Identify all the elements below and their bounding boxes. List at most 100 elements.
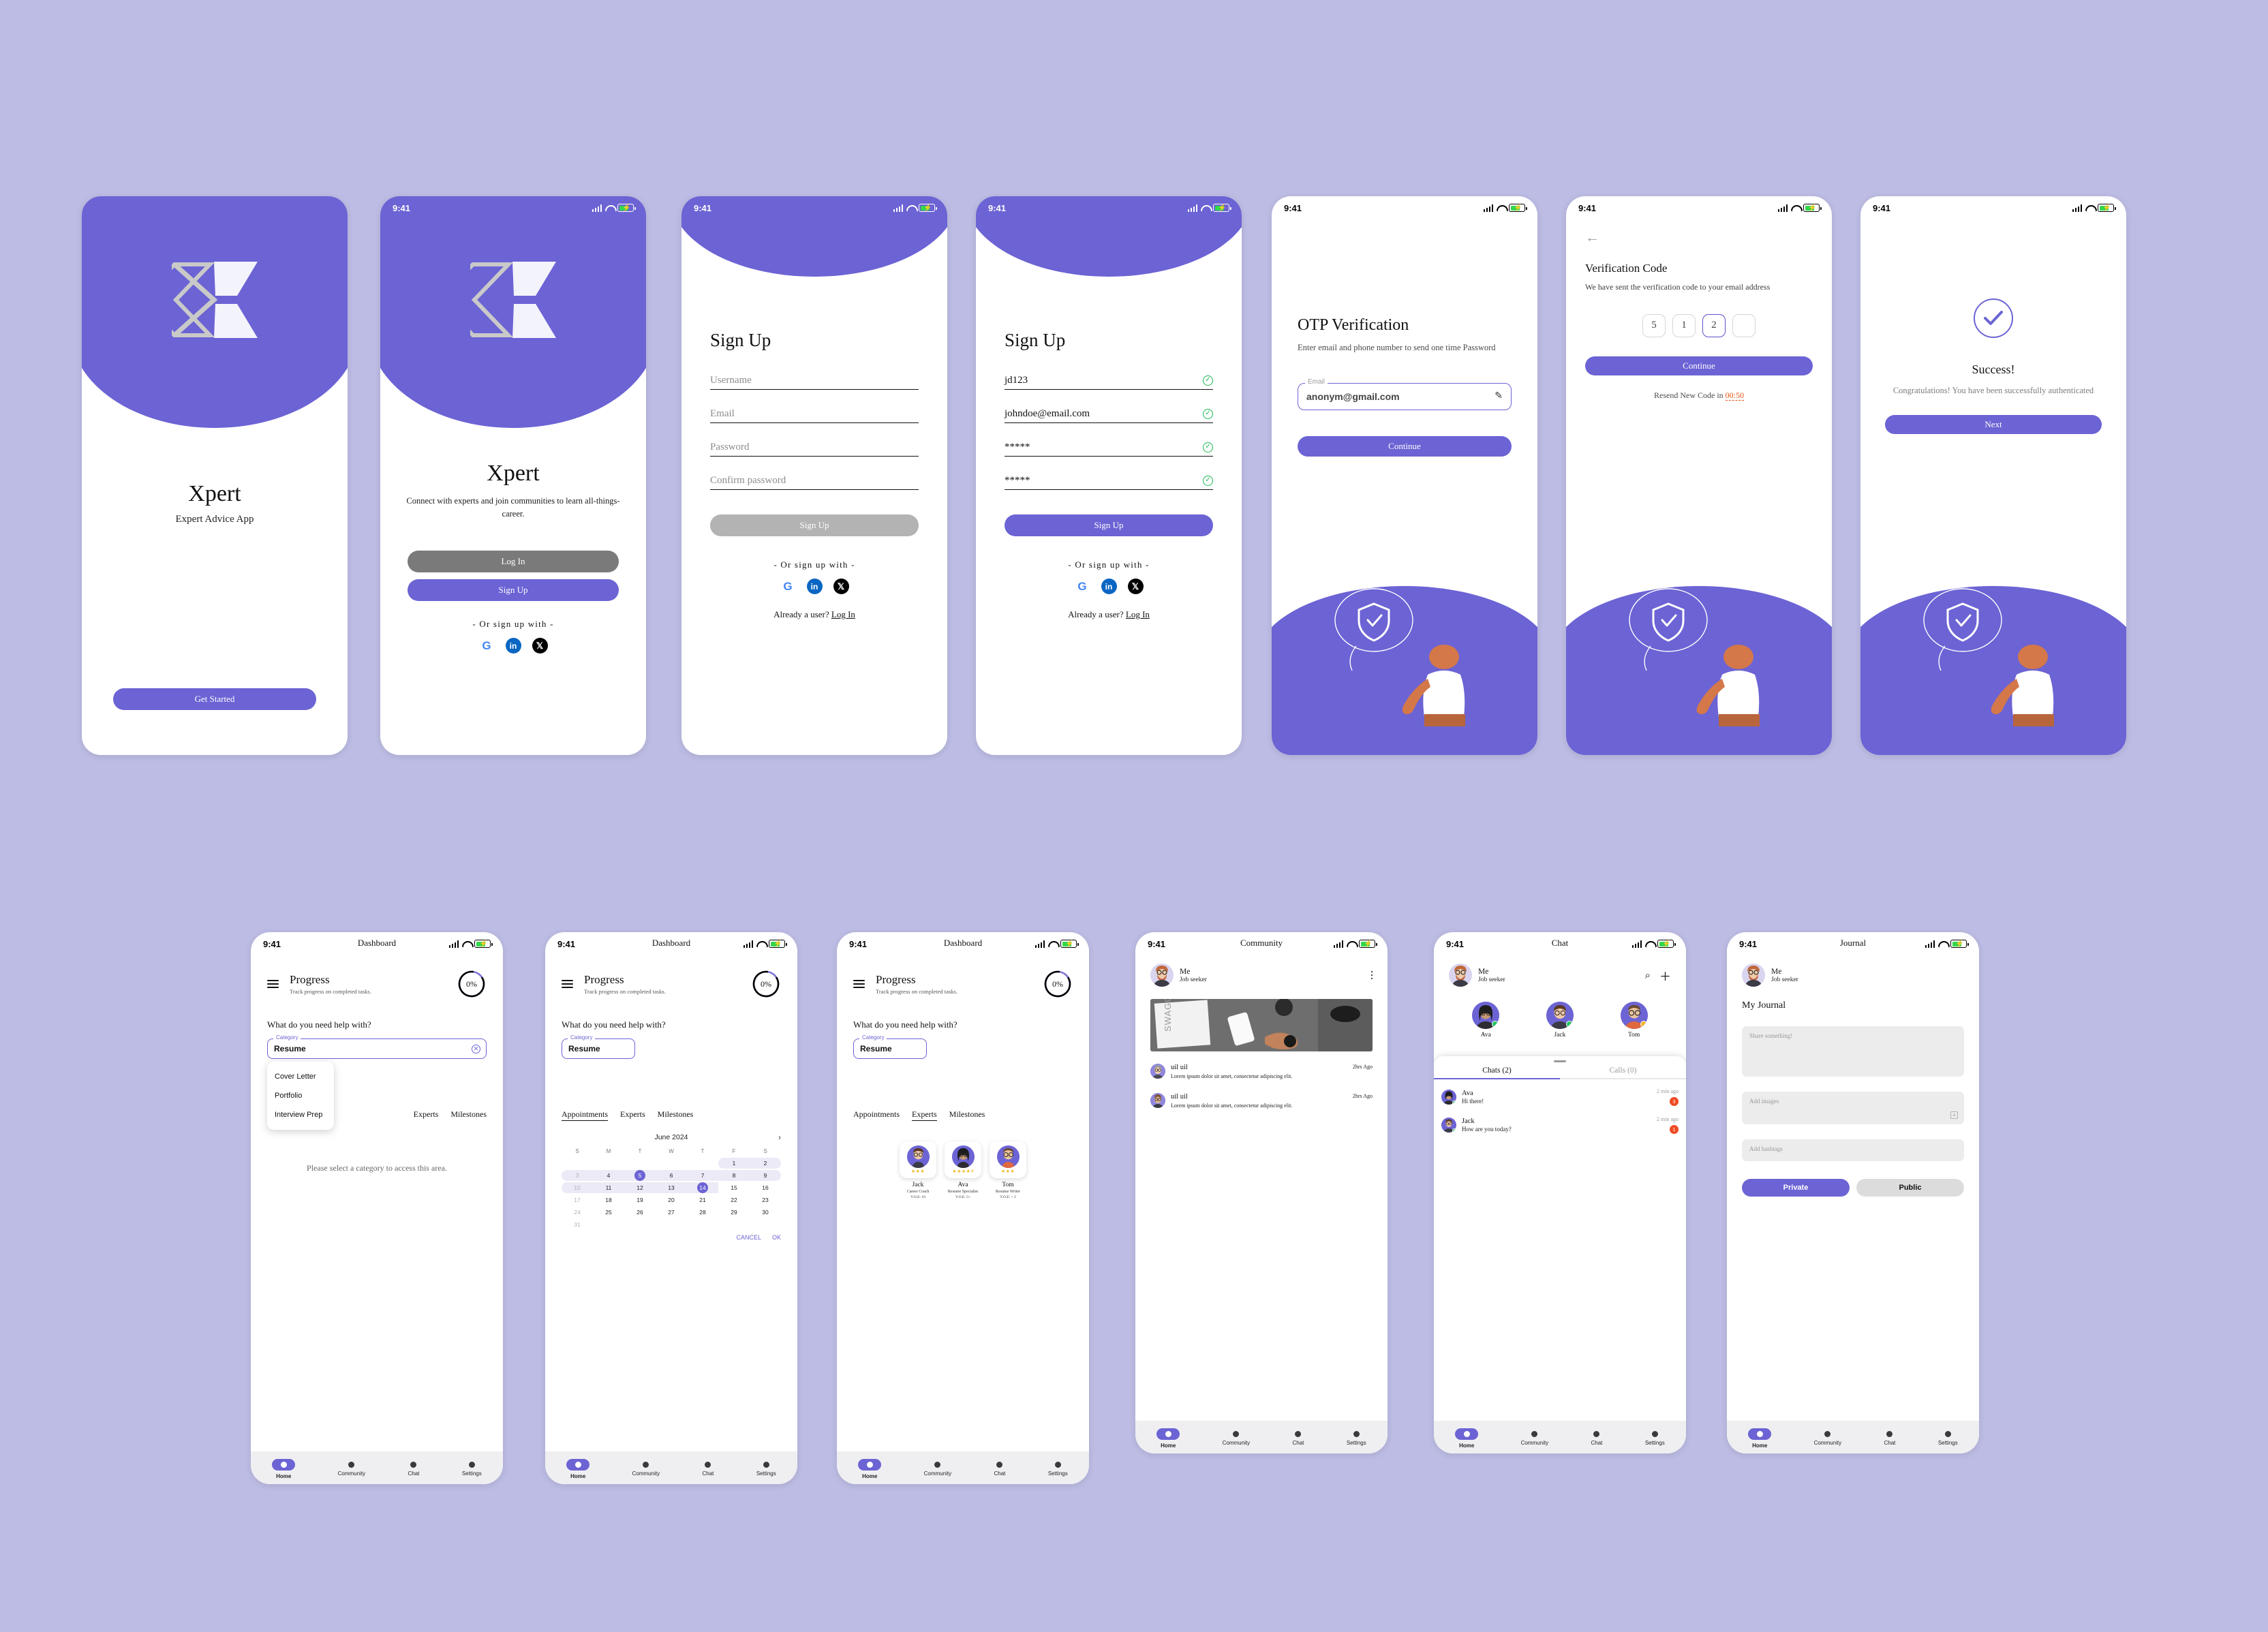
- calendar-day[interactable]: 26: [637, 1209, 643, 1216]
- chat-list-item[interactable]: Jack How are you today? 2 min ago 1: [1434, 1111, 1686, 1139]
- category-input[interactable]: Category Resume ✕: [267, 1034, 487, 1059]
- next-button[interactable]: Next: [1885, 415, 2102, 434]
- calendar-day[interactable]: 2: [750, 1158, 781, 1169]
- email-field[interactable]: johndoe@email.com ✓: [1005, 407, 1213, 423]
- login-link[interactable]: Log In: [1125, 609, 1150, 619]
- username-field[interactable]: Username: [710, 374, 919, 390]
- calendar-day[interactable]: 17: [574, 1197, 581, 1203]
- nav-home[interactable]: Home: [858, 1459, 882, 1479]
- dropdown-option-portfolio[interactable]: Portfolio: [275, 1092, 303, 1100]
- story-item[interactable]: Ava: [1469, 1002, 1503, 1038]
- tab-milestones[interactable]: Milestones: [949, 1109, 985, 1119]
- calendar-day[interactable]: 27: [668, 1209, 675, 1216]
- signup-submit-button[interactable]: Sign Up: [1005, 514, 1213, 536]
- nav-community[interactable]: Community: [924, 1462, 951, 1477]
- calendar-grid[interactable]: S M T W T F S 1 2 3 4 5 6 7 8 9 10 11: [562, 1146, 781, 1230]
- back-icon[interactable]: ←: [1585, 229, 1599, 245]
- dropdown-option-cover-letter[interactable]: Cover Letter: [275, 1073, 316, 1081]
- kebab-menu-icon[interactable]: [1370, 970, 1373, 980]
- calendar-day[interactable]: 18: [605, 1197, 612, 1203]
- login-button[interactable]: Log In: [408, 551, 619, 572]
- calendar-day-selected[interactable]: 14: [687, 1182, 718, 1193]
- signup-submit-button[interactable]: Sign Up: [710, 514, 919, 536]
- otp-digit-1[interactable]: 5: [1642, 313, 1666, 337]
- nav-community[interactable]: Community: [338, 1462, 365, 1477]
- password-field[interactable]: ***** ✓: [1005, 441, 1213, 457]
- calendar-ok-button[interactable]: OK: [771, 1234, 781, 1241]
- menu-icon[interactable]: [562, 978, 573, 991]
- calendar-day[interactable]: 21: [699, 1197, 706, 1203]
- add-icon[interactable]: ＋: [1659, 970, 1671, 983]
- calendar-day[interactable]: 4: [593, 1170, 624, 1181]
- linkedin-icon[interactable]: in: [1101, 579, 1117, 594]
- nav-community[interactable]: Community: [1223, 1431, 1250, 1446]
- story-item[interactable]: Jack: [1543, 1002, 1577, 1038]
- username-field[interactable]: jd123 ✓: [1005, 374, 1213, 390]
- otp-digit-2[interactable]: 1: [1672, 313, 1696, 337]
- google-icon[interactable]: G: [478, 638, 495, 653]
- confirm-password-field[interactable]: Confirm password: [710, 474, 919, 490]
- linkedin-icon[interactable]: in: [505, 638, 521, 653]
- nav-community[interactable]: Community: [632, 1462, 660, 1477]
- nav-community[interactable]: Community: [1521, 1431, 1548, 1446]
- calendar-day[interactable]: 10: [562, 1182, 593, 1193]
- tab-chats[interactable]: Chats (2): [1434, 1066, 1560, 1079]
- otp-digit-4[interactable]: [1732, 313, 1756, 337]
- login-link[interactable]: Log In: [831, 609, 855, 619]
- tab-experts[interactable]: Experts: [912, 1109, 937, 1121]
- calendar-day[interactable]: 23: [762, 1197, 769, 1203]
- nav-settings[interactable]: Settings: [1048, 1462, 1068, 1477]
- nav-chat[interactable]: Chat: [408, 1462, 419, 1477]
- nav-home[interactable]: Home: [1455, 1428, 1479, 1449]
- nav-settings[interactable]: Settings: [756, 1462, 776, 1477]
- tab-experts[interactable]: Experts: [620, 1109, 645, 1119]
- private-button[interactable]: Private: [1742, 1179, 1850, 1197]
- share-textarea[interactable]: Share something!: [1742, 1026, 1964, 1077]
- calendar-day[interactable]: 8: [718, 1170, 750, 1181]
- x-icon[interactable]: 𝕏: [833, 579, 849, 594]
- chevron-right-icon[interactable]: ›: [778, 1133, 781, 1142]
- category-dropdown[interactable]: Cover Letter Portfolio Interview Prep: [267, 1062, 334, 1130]
- calendar-cancel-button[interactable]: CANCEL: [736, 1234, 761, 1241]
- calendar-day[interactable]: 15: [731, 1184, 737, 1191]
- calendar-day[interactable]: 3: [562, 1170, 593, 1181]
- clear-icon[interactable]: ✕: [472, 1044, 480, 1053]
- post-item[interactable]: uil uil Lorem ipsum dolor sit amet, cons…: [1150, 1064, 1373, 1081]
- otp-input-group[interactable]: 5 1 2: [1585, 313, 1813, 337]
- calendar-day[interactable]: 9: [750, 1170, 781, 1181]
- nav-home[interactable]: Home: [1156, 1428, 1180, 1449]
- tab-milestones[interactable]: Milestones: [450, 1109, 487, 1119]
- chat-list-item[interactable]: Ava Hi there! 2 min ago 3: [1434, 1083, 1686, 1111]
- calendar-day[interactable]: 24: [574, 1209, 581, 1216]
- nav-chat[interactable]: Chat: [994, 1462, 1005, 1477]
- menu-icon[interactable]: [853, 978, 865, 991]
- menu-icon[interactable]: [267, 978, 279, 991]
- sheet-grabber[interactable]: [1554, 1060, 1566, 1062]
- google-icon[interactable]: G: [780, 579, 796, 594]
- nav-home[interactable]: Home: [566, 1459, 590, 1479]
- password-field[interactable]: Password: [710, 441, 919, 457]
- nav-chat[interactable]: Chat: [703, 1462, 714, 1477]
- expert-card[interactable]: ★★★ Tom Resume Writer Y.O.E: < 2: [990, 1141, 1026, 1199]
- post-item[interactable]: uil uil Lorem ipsum dolor sit amet, cons…: [1150, 1093, 1373, 1110]
- search-icon[interactable]: ⌕: [1644, 969, 1651, 981]
- calendar-day[interactable]: 25: [605, 1209, 612, 1216]
- calendar-day[interactable]: 29: [731, 1209, 737, 1216]
- calendar-day[interactable]: 28: [699, 1209, 706, 1216]
- calendar-day[interactable]: 13: [656, 1182, 687, 1193]
- linkedin-icon[interactable]: in: [806, 579, 823, 594]
- email-field[interactable]: Email: [710, 407, 919, 423]
- add-images-field[interactable]: Add images +: [1742, 1092, 1964, 1124]
- story-item[interactable]: Tom: [1617, 1002, 1651, 1038]
- tab-calls[interactable]: Calls (0): [1560, 1066, 1686, 1079]
- nav-home[interactable]: Home: [272, 1459, 296, 1479]
- resend-timer[interactable]: 00:50: [1725, 390, 1744, 401]
- continue-button[interactable]: Continue: [1298, 435, 1512, 457]
- calendar-day[interactable]: 31: [574, 1221, 581, 1228]
- expert-card[interactable]: ★★★ Jack Career Coach Y.O.E: 10: [900, 1141, 936, 1199]
- expert-card[interactable]: ★★★★⯨ Ava Resume Specialist Y.O.E: 5+: [945, 1141, 981, 1199]
- calendar-day[interactable]: 30: [762, 1209, 769, 1216]
- calendar-day-selected[interactable]: 5: [624, 1170, 656, 1181]
- nav-chat[interactable]: Chat: [1884, 1431, 1895, 1446]
- get-started-button[interactable]: Get Started: [113, 688, 316, 710]
